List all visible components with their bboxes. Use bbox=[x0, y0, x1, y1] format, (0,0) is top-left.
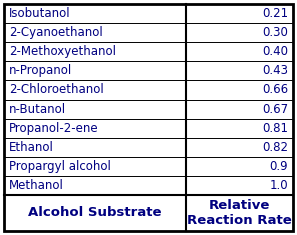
Text: Alcohol Substrate: Alcohol Substrate bbox=[28, 207, 162, 219]
Text: 0.21: 0.21 bbox=[262, 7, 288, 20]
Text: n-Butanol: n-Butanol bbox=[9, 102, 66, 116]
Text: 0.43: 0.43 bbox=[262, 64, 288, 77]
Text: 2-Methoxyethanol: 2-Methoxyethanol bbox=[9, 45, 116, 58]
Text: 2-Chloroethanol: 2-Chloroethanol bbox=[9, 83, 104, 96]
Text: Relative
Reaction Rate: Relative Reaction Rate bbox=[187, 199, 292, 227]
Text: Propargyl alcohol: Propargyl alcohol bbox=[9, 160, 111, 173]
Text: 0.40: 0.40 bbox=[262, 45, 288, 58]
Text: 0.82: 0.82 bbox=[262, 141, 288, 154]
Text: Propanol-2-ene: Propanol-2-ene bbox=[9, 122, 99, 135]
Text: 0.67: 0.67 bbox=[262, 102, 288, 116]
Text: 0.66: 0.66 bbox=[262, 83, 288, 96]
Text: 0.9: 0.9 bbox=[269, 160, 288, 173]
Text: 2-Cyanoethanol: 2-Cyanoethanol bbox=[9, 26, 103, 39]
Text: 0.30: 0.30 bbox=[262, 26, 288, 39]
Text: Ethanol: Ethanol bbox=[9, 141, 54, 154]
Text: Isobutanol: Isobutanol bbox=[9, 7, 71, 20]
Text: n-Propanol: n-Propanol bbox=[9, 64, 72, 77]
Text: 0.81: 0.81 bbox=[262, 122, 288, 135]
Text: Methanol: Methanol bbox=[9, 179, 64, 192]
Text: 1.0: 1.0 bbox=[269, 179, 288, 192]
